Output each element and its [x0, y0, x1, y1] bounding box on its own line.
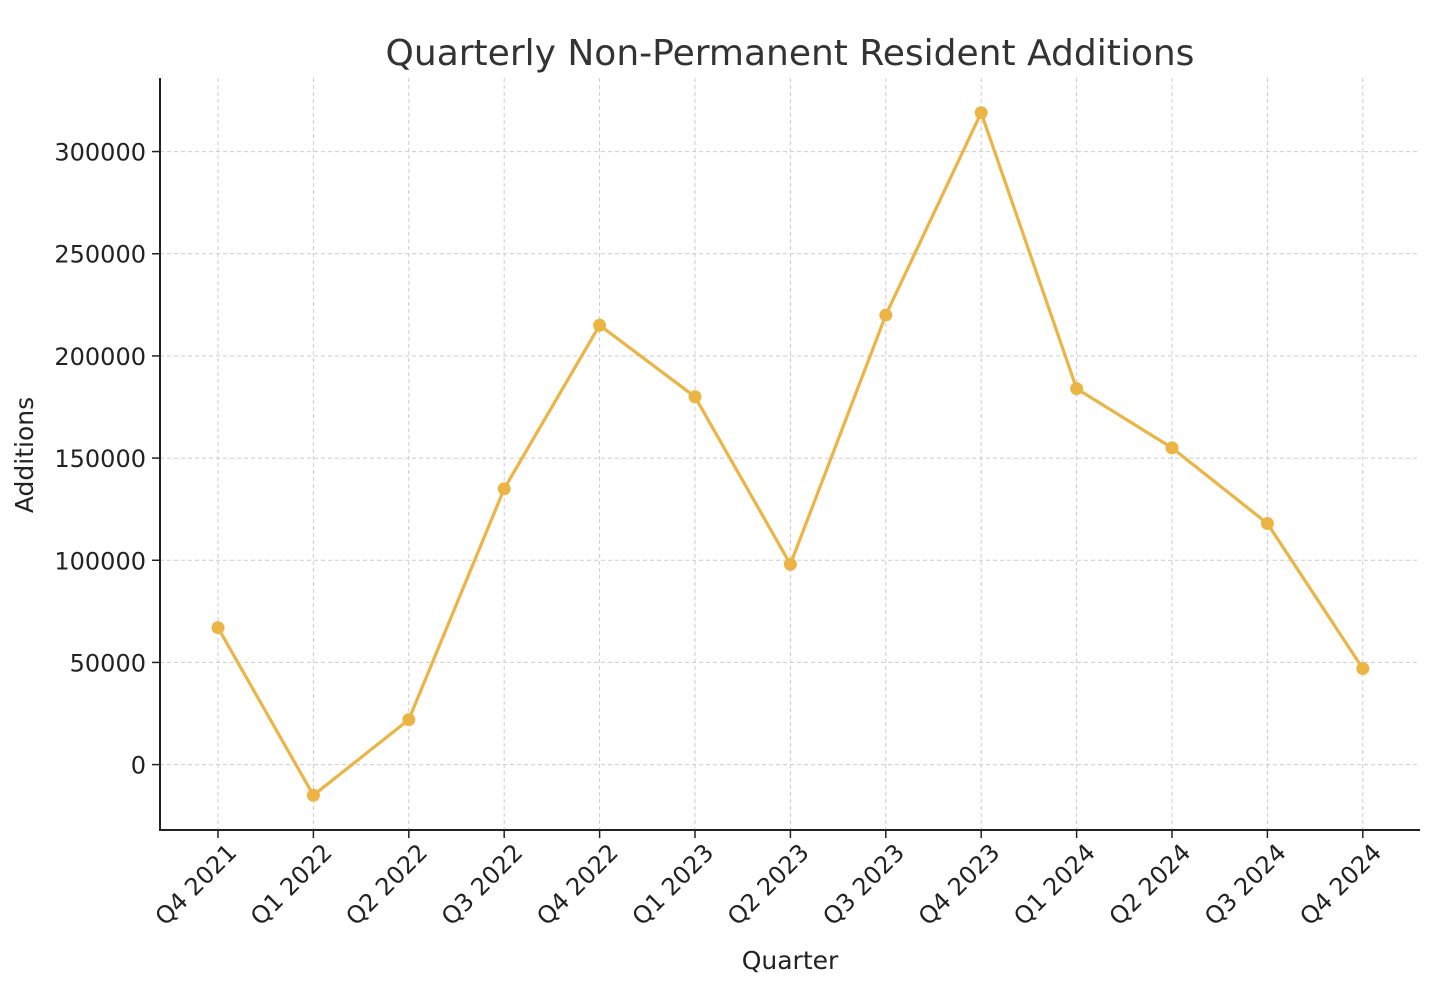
x-axis-label: Quarter: [742, 946, 839, 975]
data-point: [1356, 662, 1370, 676]
data-point: [1165, 441, 1179, 455]
series-line: [216, 111, 1365, 797]
data-point: [1070, 382, 1084, 396]
y-axis-label: Additions: [10, 397, 39, 513]
x-tick-label: Q1 2024: [1008, 838, 1101, 931]
y-tick-label: 250000: [54, 241, 146, 269]
data-point: [1260, 516, 1274, 530]
chart-title: Quarterly Non-Permanent Resident Additio…: [386, 33, 1195, 74]
data-point: [306, 788, 320, 802]
x-tick-label: Q1 2022: [245, 838, 338, 931]
data-point: [402, 713, 416, 727]
grid-lines: [160, 78, 1420, 830]
x-tick-label: Q3 2024: [1199, 838, 1292, 931]
x-tick-label: Q2 2022: [341, 838, 434, 931]
y-tick-label: 150000: [54, 445, 146, 473]
data-point: [497, 482, 511, 496]
y-tick-label: 0: [131, 752, 146, 780]
data-series: [211, 106, 1370, 802]
data-point: [783, 557, 797, 571]
data-point: [211, 621, 225, 635]
axes: [159, 78, 1420, 831]
x-tick-label: Q2 2023: [722, 838, 815, 931]
data-point: [593, 318, 607, 332]
data-point: [974, 106, 988, 120]
x-tick-label: Q4 2024: [1295, 838, 1388, 931]
axis-ticks: 0 50000 100000 150000 200000 250000 300000 Q4 2…: [54, 139, 1387, 931]
y-tick-label: 200000: [54, 343, 146, 371]
data-point: [688, 390, 702, 404]
data-point: [879, 308, 893, 322]
x-tick-label: Q3 2022: [436, 838, 529, 931]
y-tick-label: 100000: [54, 547, 146, 575]
x-tick-label: Q1 2023: [627, 838, 720, 931]
y-tick-label: 50000: [70, 649, 146, 677]
x-tick-label: Q4 2021: [150, 838, 243, 931]
x-tick-label: Q2 2024: [1104, 838, 1197, 931]
y-tick-label: 300000: [54, 139, 146, 167]
x-tick-label: Q3 2023: [818, 838, 911, 931]
x-tick-label: Q4 2022: [531, 838, 624, 931]
x-tick-label: Q4 2023: [913, 838, 1006, 931]
